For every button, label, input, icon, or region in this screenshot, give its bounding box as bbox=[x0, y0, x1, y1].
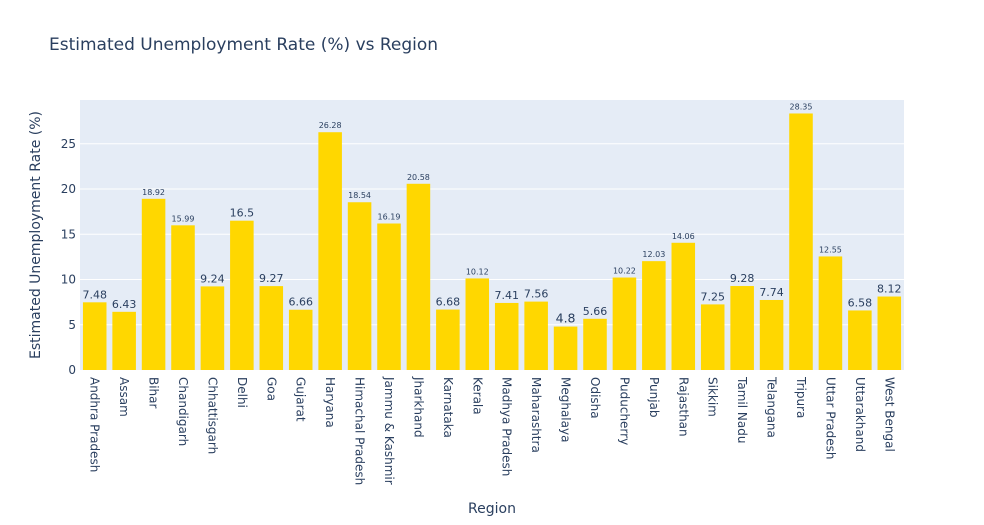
bar[interactable] bbox=[759, 299, 784, 370]
bar[interactable] bbox=[730, 286, 754, 370]
x-tick-label: Meghalaya bbox=[559, 377, 573, 442]
bar-value-label: 26.28 bbox=[319, 121, 342, 130]
bar[interactable] bbox=[877, 296, 902, 370]
x-tick-label: Delhi bbox=[235, 377, 249, 408]
bar-value-label: 9.24 bbox=[200, 272, 225, 285]
bar[interactable] bbox=[465, 278, 490, 370]
bar-value-label: 6.58 bbox=[848, 296, 873, 309]
bar[interactable] bbox=[700, 304, 725, 370]
x-tick-label: Kerala bbox=[470, 377, 484, 415]
bar[interactable] bbox=[436, 309, 460, 370]
bar-value-label: 6.68 bbox=[436, 296, 461, 309]
x-tick-label: Jammu & Kashmir bbox=[382, 376, 396, 485]
bar[interactable] bbox=[171, 225, 195, 370]
bar[interactable] bbox=[141, 198, 166, 370]
bar[interactable] bbox=[259, 286, 284, 370]
bar-value-label: 18.92 bbox=[142, 188, 165, 197]
bar[interactable] bbox=[789, 113, 813, 370]
bar-value-label: 4.8 bbox=[556, 311, 576, 326]
x-tick-label: Uttarakhand bbox=[853, 377, 867, 452]
x-tick-label: Madhya Pradesh bbox=[500, 377, 514, 476]
bar-value-label: 28.35 bbox=[790, 102, 813, 111]
x-tick-label: Himachal Pradesh bbox=[353, 377, 367, 485]
x-axis-title: Region bbox=[468, 501, 516, 517]
x-tick-label: Tripura bbox=[794, 376, 808, 418]
bar[interactable] bbox=[200, 286, 225, 370]
bar-value-label: 18.54 bbox=[348, 191, 371, 200]
bar[interactable] bbox=[494, 302, 519, 370]
bar-value-label: 8.12 bbox=[877, 283, 902, 296]
bar[interactable] bbox=[112, 311, 136, 370]
y-tick-label: 0 bbox=[68, 363, 76, 377]
bar[interactable] bbox=[612, 277, 637, 370]
bar-value-labels: 7.48 6.43 18.92 15.99 9.24 16.5 9.27 6.66 26.28 1… bbox=[82, 102, 901, 325]
bar[interactable] bbox=[347, 202, 372, 370]
bar-value-label: 7.41 bbox=[494, 289, 519, 302]
bar-value-label: 5.66 bbox=[583, 305, 608, 318]
y-tick-label: 15 bbox=[61, 227, 76, 241]
y-tick-label: 5 bbox=[68, 318, 76, 332]
chart-title: Estimated Unemployment Rate (%) vs Regio… bbox=[49, 35, 438, 55]
x-tick-label: Chandigarh bbox=[176, 377, 190, 446]
bar[interactable] bbox=[553, 326, 578, 370]
bar[interactable] bbox=[583, 318, 607, 370]
x-tick-label: Andhra Pradesh bbox=[88, 377, 102, 472]
bar[interactable] bbox=[377, 223, 401, 370]
bar-value-label: 15.99 bbox=[172, 214, 195, 223]
x-tick-label: Telangana bbox=[765, 376, 779, 438]
y-tick-label: 20 bbox=[61, 182, 76, 196]
x-tick-label: Rajasthan bbox=[676, 377, 690, 437]
bar[interactable] bbox=[82, 302, 107, 370]
bar[interactable] bbox=[288, 309, 313, 370]
x-tick-label: Punjab bbox=[647, 377, 661, 418]
x-tick-label: Odisha bbox=[588, 377, 602, 419]
x-tick-label: Chhattisgarh bbox=[205, 377, 219, 454]
x-tick-label: Jharkhand bbox=[411, 376, 425, 438]
bar[interactable] bbox=[671, 242, 696, 370]
bar-value-label: 9.28 bbox=[730, 272, 755, 285]
x-tick-label: Maharashtra bbox=[529, 377, 543, 453]
bar-value-label: 20.58 bbox=[407, 173, 430, 182]
bar-value-label: 12.03 bbox=[642, 250, 665, 259]
bar[interactable] bbox=[524, 301, 548, 370]
bar-value-label: 7.25 bbox=[700, 290, 725, 303]
bar[interactable] bbox=[318, 132, 342, 370]
bar-value-label: 7.56 bbox=[524, 288, 549, 301]
y-axis-title: Estimated Unemployment Rate (%) bbox=[28, 111, 44, 359]
x-tick-label: Tamil Nadu bbox=[735, 376, 749, 443]
y-tick-label: 10 bbox=[61, 273, 76, 287]
x-tick-label: Sikkim bbox=[706, 377, 720, 417]
x-tick-label: Uttar Pradesh bbox=[823, 377, 837, 459]
x-axis-ticks: Andhra Pradesh Assam Bihar Chandigarh Chhatt… bbox=[88, 376, 897, 485]
x-tick-label: Assam bbox=[117, 377, 131, 417]
bar-value-label: 10.12 bbox=[466, 267, 489, 276]
bar-value-label: 7.74 bbox=[759, 286, 784, 299]
bar-value-label: 12.55 bbox=[819, 245, 842, 254]
y-tick-label: 25 bbox=[61, 137, 76, 151]
bar[interactable] bbox=[848, 310, 872, 370]
bar-value-label: 14.06 bbox=[672, 232, 695, 241]
bar[interactable] bbox=[406, 183, 431, 370]
bar-value-label: 6.43 bbox=[112, 298, 137, 311]
bar-value-label: 9.27 bbox=[259, 272, 284, 285]
x-tick-label: West Bengal bbox=[882, 377, 896, 452]
bars bbox=[82, 113, 902, 370]
bar-value-label: 16.19 bbox=[378, 213, 401, 222]
bar[interactable] bbox=[818, 256, 843, 370]
bar-value-label: 7.48 bbox=[82, 288, 107, 301]
bar-value-label: 10.22 bbox=[613, 267, 636, 276]
bar[interactable] bbox=[230, 220, 254, 370]
x-tick-label: Bihar bbox=[147, 377, 161, 409]
x-tick-label: Goa bbox=[264, 377, 278, 401]
x-tick-label: Karnataka bbox=[441, 377, 455, 438]
bar-value-label: 6.66 bbox=[288, 296, 313, 309]
x-tick-label: Puducherry bbox=[617, 377, 631, 445]
y-axis-ticks: 0 5 10 15 20 25 bbox=[61, 137, 76, 377]
x-tick-label: Haryana bbox=[323, 377, 337, 428]
x-tick-label: Gujarat bbox=[294, 377, 308, 422]
bar[interactable] bbox=[642, 261, 666, 370]
bar-value-label: 16.5 bbox=[230, 207, 255, 220]
